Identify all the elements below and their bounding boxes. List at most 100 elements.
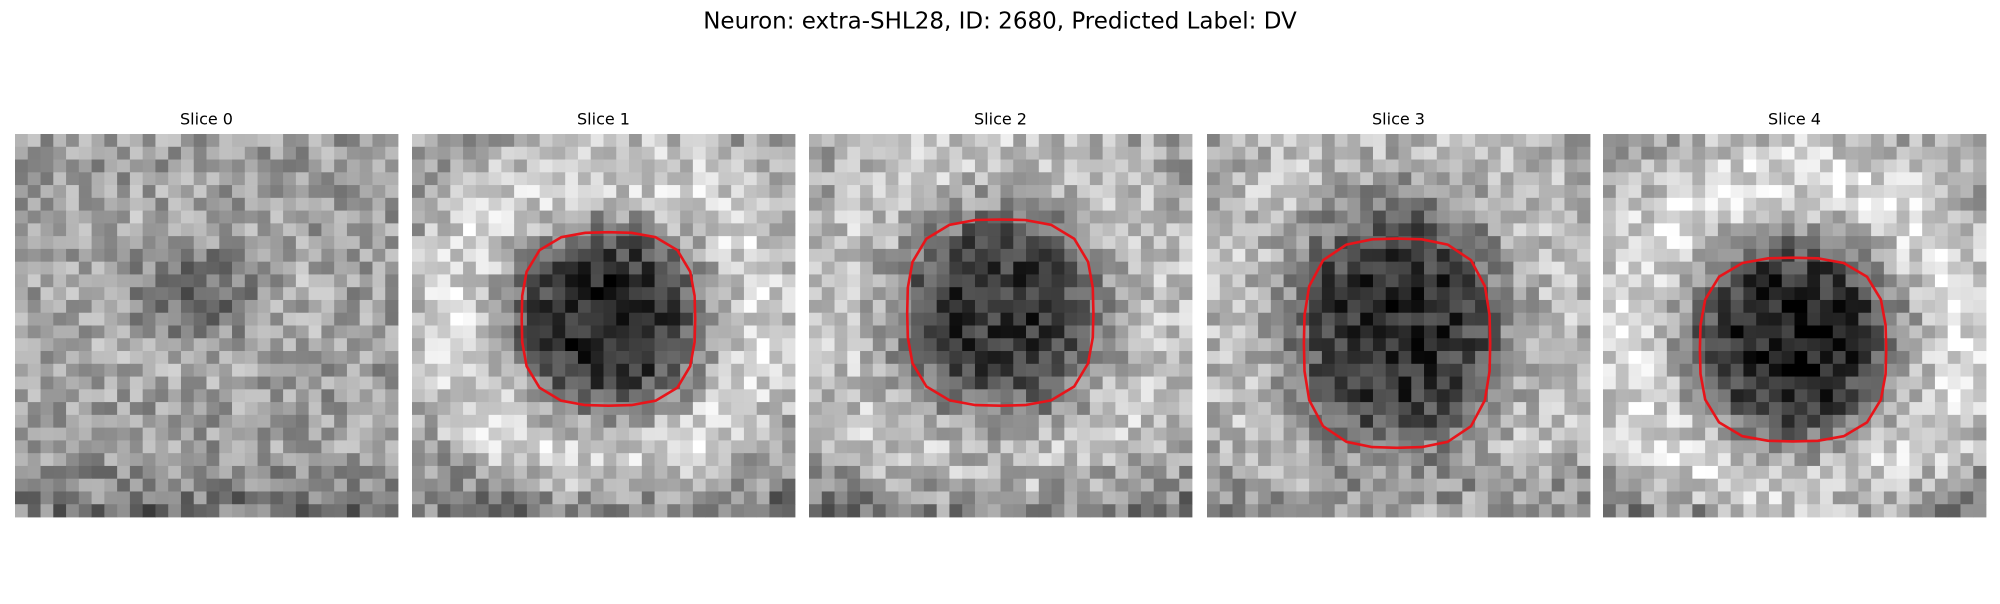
pixel [155,504,169,518]
pixel [1411,427,1425,441]
pixel [155,134,169,148]
pixel [1743,325,1757,339]
pixel [1973,325,1987,339]
pixel [501,248,515,263]
pixel [872,159,886,173]
pixel [1832,261,1846,275]
pixel [641,440,655,454]
pixel [1372,376,1387,390]
pixel [1153,504,1167,518]
pixel [1026,134,1040,148]
pixel [1794,185,1808,199]
pixel [1603,185,1617,199]
pixel [53,159,67,173]
pixel [629,504,643,518]
pixel [1564,172,1578,186]
pixel [1628,312,1642,326]
pixel [359,478,373,492]
pixel [974,414,989,429]
pixel [1140,159,1155,173]
pixel [1768,414,1783,429]
pixel [219,491,233,505]
pixel [936,491,950,505]
pixel [782,389,796,403]
pixel [1615,312,1629,326]
pixel [1500,248,1514,263]
pixel [1153,325,1167,339]
pixel [936,478,950,492]
pixel [911,185,925,199]
pixel [129,236,144,250]
pixel [463,312,477,326]
pixel [475,427,489,441]
pixel [1538,287,1553,301]
pixel [1654,210,1668,224]
pixel [1526,146,1540,160]
pixel [1309,185,1323,199]
pixel [1922,351,1936,365]
pixel [1513,210,1527,224]
pixel [501,453,515,467]
pixel [590,223,604,237]
pixel [1487,453,1502,467]
pixel [488,197,502,211]
pixel [552,338,566,352]
pixel [1038,261,1052,275]
pixel [66,465,80,480]
pixel [308,478,322,492]
pixel [692,478,707,492]
pixel [1334,504,1348,518]
pixel [1000,491,1014,505]
pixel [193,351,207,365]
pixel [705,185,719,199]
pixel [641,172,655,186]
pixel [1820,159,1834,173]
pixel [680,491,694,505]
pixel [718,134,732,148]
pixel [1947,363,1961,377]
pixel [257,287,271,301]
pixel [1628,338,1642,352]
pixel [1641,453,1655,467]
pixel [654,185,668,199]
pixel [629,440,643,454]
pixel [885,376,899,390]
pixel [860,389,874,403]
pixel [1026,172,1040,186]
pixel [731,312,745,326]
pixel [1321,389,1336,403]
pixel [1153,338,1167,352]
pixel [334,210,348,224]
pixel [936,185,950,199]
pixel [1321,236,1336,250]
pixel [91,146,105,160]
pixel [1102,312,1116,326]
pixel [911,274,925,288]
pixel [91,274,105,288]
pixel [1781,274,1795,288]
pixel [1705,287,1719,301]
pixel [1232,351,1246,365]
pixel [885,504,899,518]
pixel [577,312,592,326]
pixel [872,440,886,454]
pixel [1424,491,1438,505]
pixel [1717,325,1732,339]
pixel [104,146,118,160]
pixel [1347,146,1361,160]
pixel [1564,376,1578,390]
pixel [756,210,770,224]
pixel [782,146,796,160]
pixel [962,453,976,467]
pixel [629,465,643,480]
pixel [1232,440,1246,454]
pixel [117,210,131,224]
pixel [1526,210,1540,224]
pixel [168,376,182,390]
pixel [1717,351,1732,365]
pixel [603,440,617,454]
pixel [743,414,758,429]
pixel [654,478,668,492]
pixel [1309,453,1323,467]
pixel [1283,236,1297,250]
